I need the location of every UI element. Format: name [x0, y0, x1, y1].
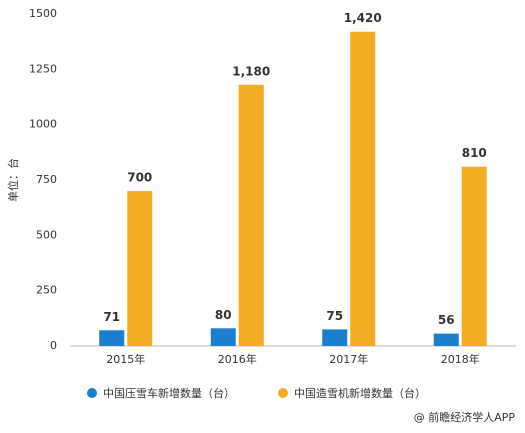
x-tick-label: 2016年 [218, 352, 257, 366]
value-label: 80 [215, 308, 232, 322]
legend-label: 中国造雪机新增数量（台） [294, 386, 426, 400]
y-tick-label: 250 [36, 284, 57, 297]
legend-label: 中国压雪车新增数量（台） [103, 386, 235, 400]
value-label: 1,180 [232, 64, 270, 78]
value-label: 700 [127, 171, 152, 185]
y-tick-label: 1000 [29, 118, 57, 131]
value-label: 810 [462, 146, 487, 160]
bar [127, 191, 153, 346]
bar [238, 84, 264, 347]
bar [210, 328, 236, 346]
x-tick-label: 2018年 [441, 352, 480, 366]
y-tick-label: 1500 [29, 7, 57, 20]
bar [322, 329, 348, 346]
value-label: 71 [103, 310, 120, 324]
bar [461, 166, 487, 346]
y-axis-label: 单位：台 [6, 158, 20, 202]
bar [350, 31, 376, 347]
legend-marker [87, 388, 97, 398]
y-tick-label: 750 [36, 173, 57, 186]
legend-marker [278, 388, 288, 398]
y-tick-label: 0 [50, 339, 57, 352]
x-tick-label: 2017年 [329, 352, 368, 366]
x-tick-label: 2015年 [106, 352, 145, 366]
value-label: 75 [326, 309, 343, 323]
y-tick-label: 500 [36, 228, 57, 241]
bar [99, 330, 125, 346]
source: @ 前瞻经济学人APP [414, 410, 516, 424]
value-label: 1,420 [344, 11, 382, 25]
bar [433, 333, 459, 346]
value-label: 56 [438, 313, 455, 327]
y-tick-label: 1250 [29, 62, 57, 75]
